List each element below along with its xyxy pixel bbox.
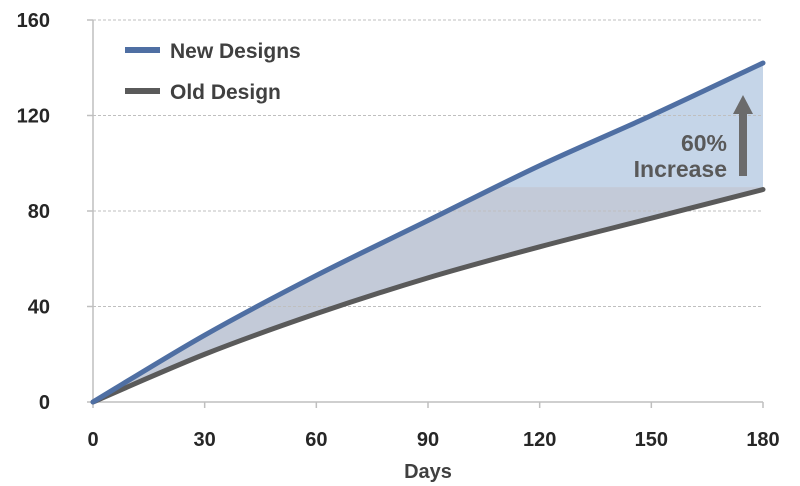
up-arrow-icon bbox=[733, 95, 753, 176]
series-line-old-design bbox=[90, 187, 766, 405]
up-arrow-shaft bbox=[739, 112, 747, 176]
y-tick-label-40: 40 bbox=[28, 297, 50, 319]
x-axis-title: Days bbox=[404, 461, 452, 483]
fill-area bbox=[93, 62, 763, 402]
fill-between-lower-shade bbox=[93, 187, 763, 402]
series-line-new-designs bbox=[90, 60, 766, 405]
annotation-line-1: 60% bbox=[681, 130, 727, 156]
annotation: 60%Increase bbox=[634, 95, 753, 182]
series-lines bbox=[90, 60, 766, 405]
x-tick-label-30: 30 bbox=[194, 429, 216, 451]
y-tick-labels: 0 40 80 120 160 bbox=[17, 10, 50, 414]
y-tick-label-120: 120 bbox=[17, 106, 50, 128]
x-tick-label-90: 90 bbox=[417, 429, 439, 451]
up-arrow-head bbox=[733, 95, 753, 114]
x-tick-label-180: 180 bbox=[746, 429, 779, 451]
x-tick-label-60: 60 bbox=[305, 429, 327, 451]
gridlines bbox=[93, 19, 763, 307]
y-tick-label-0: 0 bbox=[39, 392, 50, 414]
y-tick-label-160: 160 bbox=[17, 10, 50, 32]
legend: New Designs Old Design bbox=[125, 40, 301, 104]
annotation-line-2: Increase bbox=[634, 156, 727, 182]
legend-label-old-design: Old Design bbox=[170, 81, 281, 104]
x-tick-labels: 0 30 60 90 120 150 180 bbox=[87, 429, 779, 451]
x-tick-label-0: 0 bbox=[87, 429, 98, 451]
x-tick-label-150: 150 bbox=[635, 429, 668, 451]
y-tick-label-80: 80 bbox=[28, 201, 50, 223]
x-tick-label-120: 120 bbox=[523, 429, 556, 451]
legend-label-new-designs: New Designs bbox=[170, 40, 301, 63]
